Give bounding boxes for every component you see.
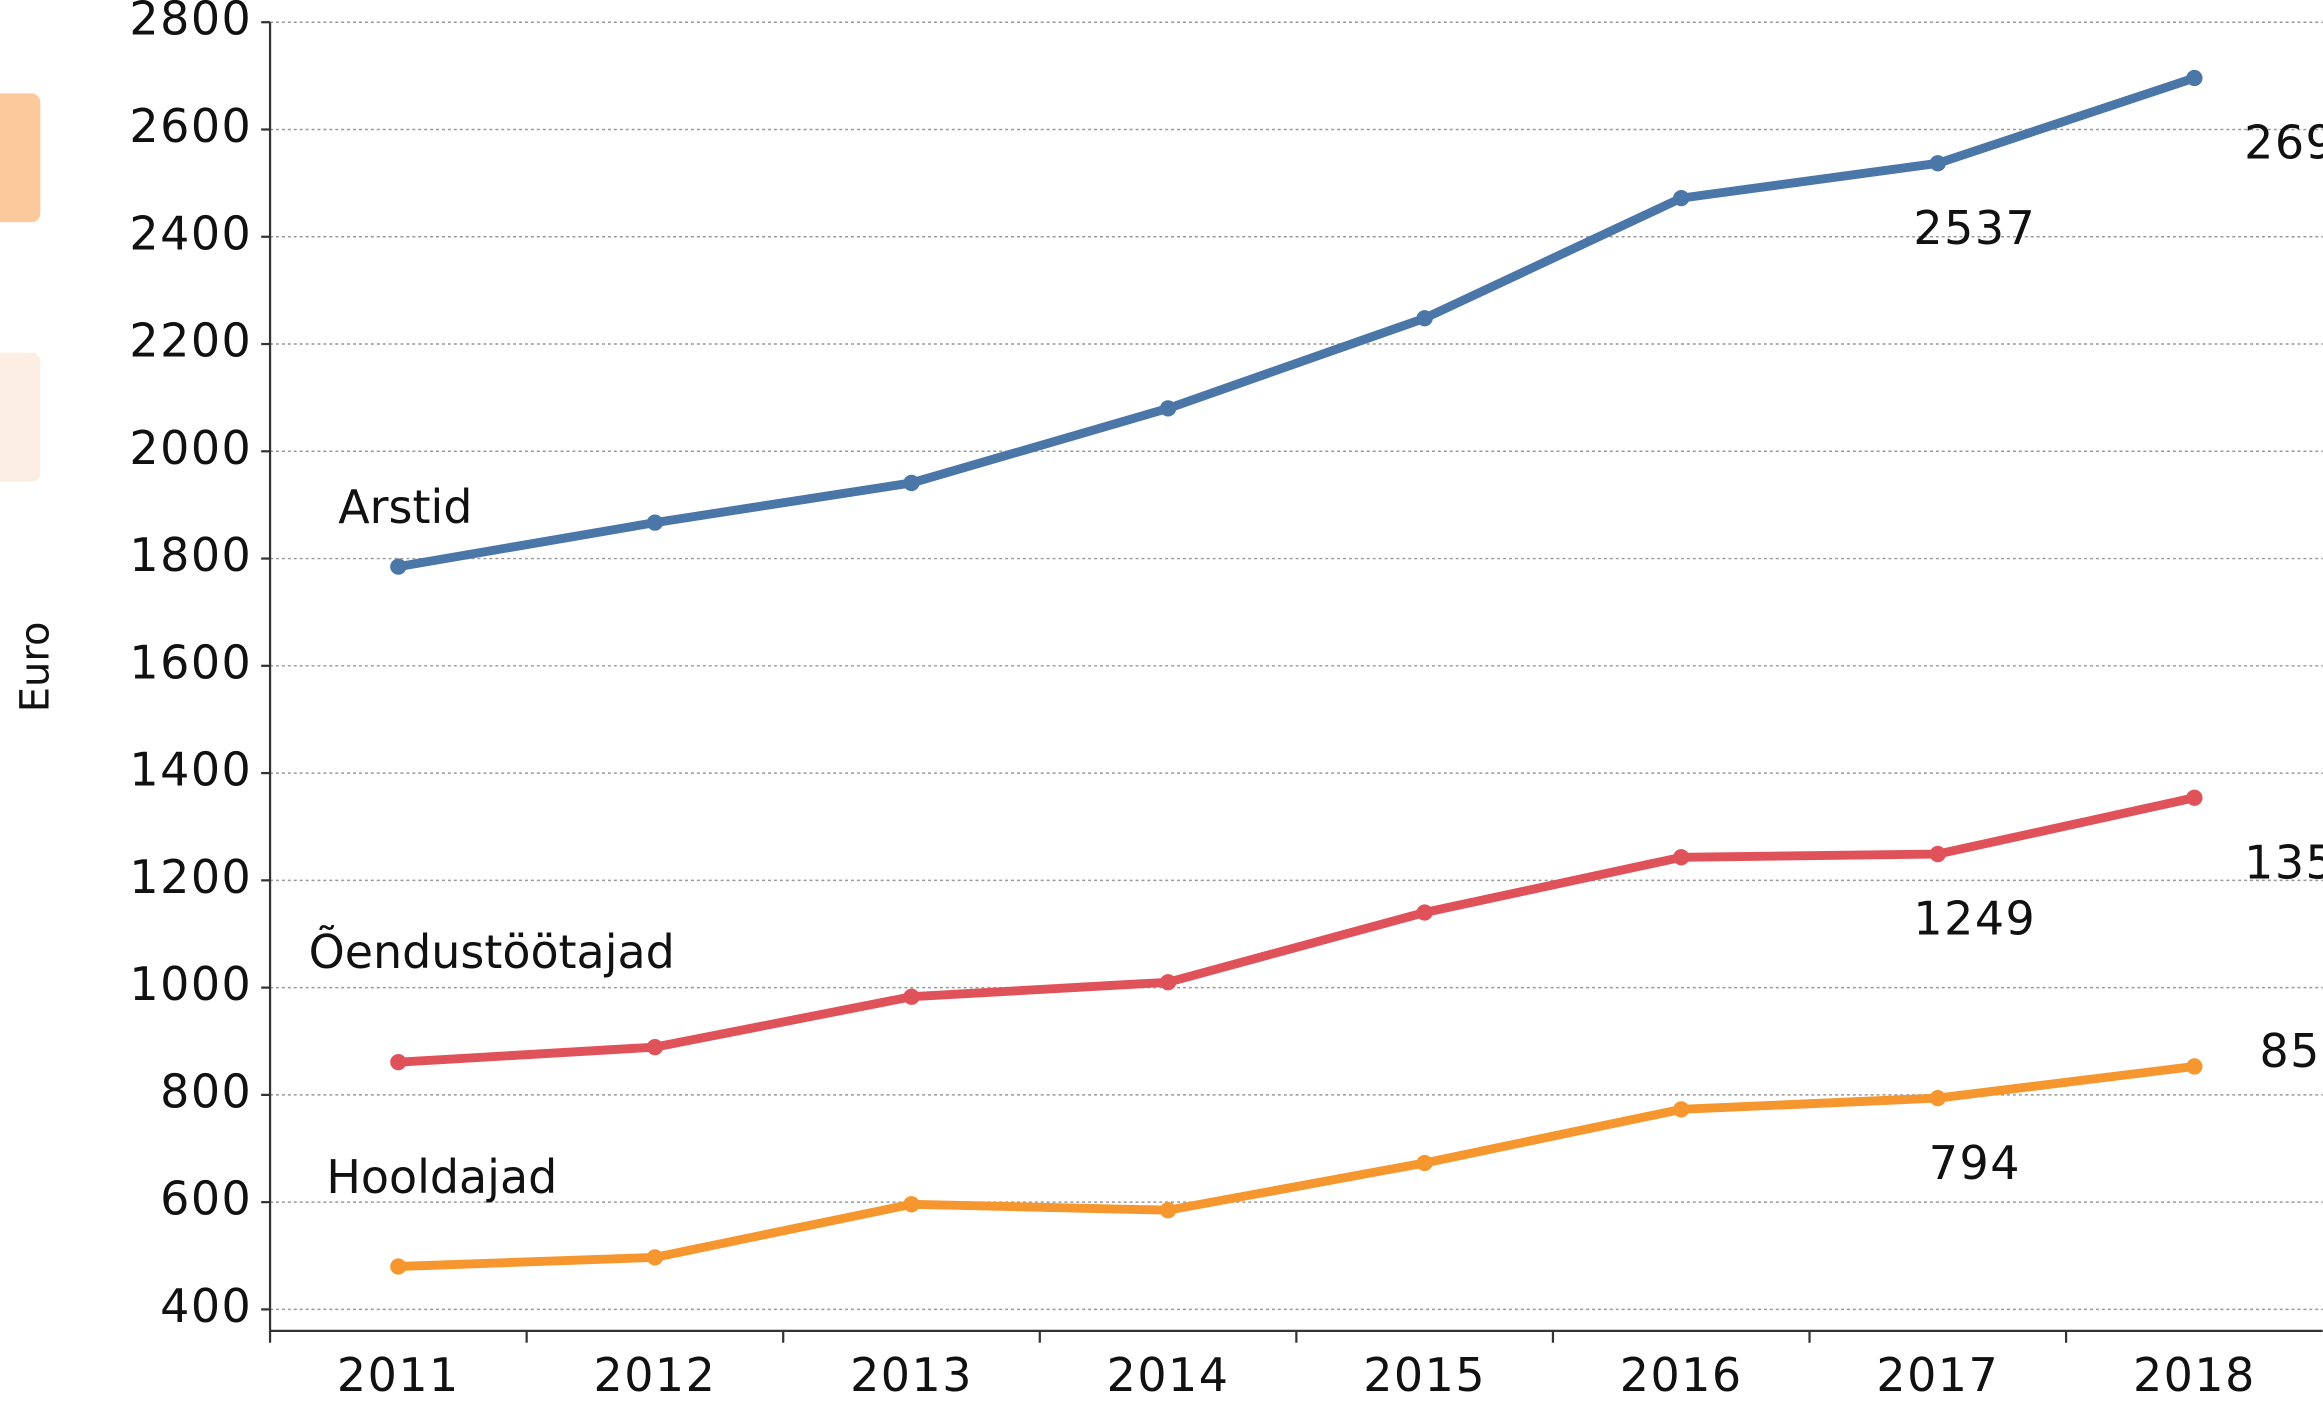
series-name: Õendustöötajad bbox=[309, 925, 675, 979]
point bbox=[390, 1258, 407, 1275]
value-label: 1354 bbox=[2244, 835, 2323, 889]
y-tick-label: 2400 bbox=[129, 206, 252, 260]
point bbox=[646, 1249, 664, 1266]
x-tick-label: 2016 bbox=[1620, 1348, 1743, 1402]
point bbox=[1673, 1101, 1690, 1118]
y-tick-label: 2200 bbox=[129, 314, 252, 368]
x-tick-label: 2013 bbox=[850, 1348, 973, 1402]
point bbox=[390, 558, 407, 575]
y-tick-label: 1000 bbox=[129, 957, 252, 1011]
series-name: Arstid bbox=[338, 480, 472, 534]
point bbox=[1929, 155, 1946, 172]
point bbox=[390, 1054, 407, 1071]
point bbox=[1416, 904, 1433, 921]
x-tick-label: 2015 bbox=[1363, 1348, 1486, 1402]
point bbox=[646, 514, 664, 531]
point bbox=[1416, 1154, 1433, 1172]
point bbox=[1673, 189, 1690, 207]
point bbox=[1159, 400, 1177, 417]
point bbox=[1159, 974, 1177, 991]
value-label: 2537 bbox=[1913, 201, 2036, 255]
point bbox=[903, 988, 920, 1005]
series-line bbox=[397, 73, 2196, 571]
point bbox=[1416, 310, 1433, 327]
y-tick-label: 400 bbox=[160, 1279, 252, 1333]
y-tick-label: 1200 bbox=[129, 850, 252, 904]
point bbox=[1673, 849, 1690, 866]
point bbox=[903, 474, 920, 492]
value-label: 1249 bbox=[1913, 892, 2036, 946]
y-tick-label: 600 bbox=[160, 1172, 252, 1226]
point bbox=[646, 1038, 664, 1056]
y-tick-label: 2800 bbox=[129, 0, 252, 46]
series-line bbox=[398, 793, 2196, 1067]
x-tick-label: 2018 bbox=[2133, 1348, 2256, 1402]
x-tick-label: 2012 bbox=[594, 1348, 717, 1402]
point bbox=[1159, 1202, 1177, 1219]
x-tick-label: 2014 bbox=[1107, 1348, 1230, 1402]
side-tab bbox=[0, 93, 41, 223]
point bbox=[2186, 789, 2203, 806]
y-tick-label: 1400 bbox=[129, 743, 252, 797]
value-label: 2696 bbox=[2244, 116, 2323, 170]
x-tick-label: 2017 bbox=[1876, 1348, 1999, 1402]
point bbox=[1929, 845, 1946, 863]
y-tick-label: 2600 bbox=[129, 99, 252, 153]
value-label: 794 bbox=[1929, 1136, 2021, 1190]
y-tick-label: 800 bbox=[160, 1064, 252, 1118]
point bbox=[2186, 69, 2203, 87]
series-name: Hooldajad bbox=[326, 1150, 557, 1204]
value-label: 853 bbox=[2259, 1024, 2323, 1078]
y-tick-label: 2000 bbox=[129, 421, 252, 475]
point bbox=[903, 1196, 920, 1213]
point bbox=[2186, 1058, 2203, 1075]
y-tick-label: 1600 bbox=[129, 635, 252, 689]
side-tab bbox=[0, 352, 41, 482]
y-axis-label: Euro bbox=[12, 622, 58, 713]
point bbox=[1929, 1089, 1946, 1107]
x-tick-label: 2011 bbox=[337, 1348, 460, 1402]
series-line bbox=[398, 1062, 2195, 1271]
y-tick-label: 1800 bbox=[129, 528, 252, 582]
